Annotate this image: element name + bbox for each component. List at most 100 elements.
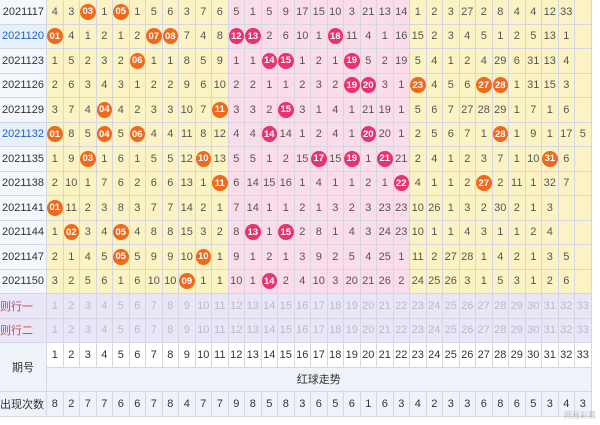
trend-cell: 19 <box>377 98 394 123</box>
appear-count-cell: 5 <box>261 392 278 417</box>
winning-ball: 09 <box>179 273 195 290</box>
trend-cell: 28 <box>492 122 509 147</box>
trend-cell: 19 <box>344 49 361 74</box>
number-header-cell: 10 <box>195 343 212 368</box>
trend-cell: 21 <box>360 0 377 25</box>
trend-cell: 9 <box>162 245 179 270</box>
trend-cell: 8 <box>212 24 229 49</box>
trend-cell: 1 <box>212 269 229 294</box>
stat-cell: 28 <box>492 318 509 343</box>
trend-cell: 9 <box>212 49 229 74</box>
appear-count-cell: 8 <box>278 392 295 417</box>
winning-ball: 03 <box>80 150 96 167</box>
trend-cell: 6 <box>509 49 526 74</box>
trend-cell <box>575 245 592 270</box>
appear-count-cell: 8 <box>162 392 179 417</box>
trend-cell: 15 <box>542 73 559 98</box>
trend-cell: 15 <box>278 220 295 245</box>
trend-cell: 11 <box>212 171 229 196</box>
trend-cell: 2 <box>129 24 146 49</box>
trend-cell: 2 <box>146 73 163 98</box>
trend-cell: 16 <box>278 171 295 196</box>
stat-cell: 10 <box>195 318 212 343</box>
trend-cell: 27 <box>443 245 460 270</box>
number-header-cell: 14 <box>261 343 278 368</box>
trend-cell: 1 <box>476 269 493 294</box>
appear-count-cell: 3 <box>393 392 410 417</box>
stat-cell: 32 <box>558 294 575 319</box>
stat-cell: 19 <box>344 318 361 343</box>
trend-cell: 07 <box>146 24 163 49</box>
stat-cell: 19 <box>344 294 361 319</box>
winning-ball: 05 <box>113 3 129 20</box>
trend-cell: 5 <box>410 49 427 74</box>
winning-ball: 23 <box>410 77 426 94</box>
stat-cell: 5 <box>113 294 130 319</box>
trend-cell: 3 <box>327 269 344 294</box>
trend-cell: 1 <box>294 122 311 147</box>
trend-cell: 1 <box>245 49 262 74</box>
trend-cell: 7 <box>492 147 509 172</box>
trend-cell: 9 <box>179 73 196 98</box>
trend-cell: 4 <box>410 171 427 196</box>
stat-cell: 12 <box>228 318 245 343</box>
trend-cell: 10 <box>195 245 212 270</box>
trend-cell: 14 <box>179 196 196 221</box>
number-header-cell: 17 <box>311 343 328 368</box>
trend-cell: 4 <box>558 49 575 74</box>
trend-cell: 3 <box>63 0 80 25</box>
trend-cell: 2 <box>261 245 278 270</box>
trend-cell: 17 <box>294 0 311 25</box>
winning-ball: 12 <box>228 28 244 45</box>
winning-ball: 28 <box>492 77 508 94</box>
trend-cell: 3 <box>96 49 113 74</box>
trend-cell: 1 <box>344 171 361 196</box>
trend-cell: 28 <box>492 73 509 98</box>
winning-ball: 11 <box>212 175 228 192</box>
number-header-cell: 23 <box>410 343 427 368</box>
trend-cell <box>575 0 592 25</box>
appear-count-cell: 3 <box>542 392 559 417</box>
trend-cell: 7 <box>459 122 476 147</box>
stat-cell: 30 <box>525 294 542 319</box>
trend-cell: 13 <box>245 24 262 49</box>
winning-ball: 20 <box>360 77 376 94</box>
trend-cell: 1 <box>129 73 146 98</box>
trend-cell: 9 <box>146 245 163 270</box>
winning-ball: 15 <box>278 52 294 69</box>
trend-cell <box>575 171 592 196</box>
trend-cell: 3 <box>344 0 361 25</box>
trend-cell: 2 <box>80 196 97 221</box>
trend-cell: 6 <box>129 269 146 294</box>
stat-cell: 21 <box>377 294 394 319</box>
trend-cell: 1 <box>261 220 278 245</box>
trend-cell: 21 <box>377 147 394 172</box>
trend-cell: 3 <box>459 196 476 221</box>
trend-cell: 15 <box>179 220 196 245</box>
trend-cell: 1 <box>195 171 212 196</box>
trend-cell: 4 <box>195 24 212 49</box>
trend-cell: 02 <box>63 220 80 245</box>
trend-cell: 2 <box>360 171 377 196</box>
trend-cell: 1 <box>443 196 460 221</box>
trend-cell: 1 <box>492 220 509 245</box>
trend-cell: 1 <box>426 220 443 245</box>
trend-cell: 06 <box>129 49 146 74</box>
stat-cell: 21 <box>377 318 394 343</box>
number-header-cell: 22 <box>393 343 410 368</box>
trend-cell: 14 <box>393 0 410 25</box>
trend-cell: 5 <box>492 269 509 294</box>
trend-cell: 2 <box>426 245 443 270</box>
stat-cell: 32 <box>558 318 575 343</box>
trend-cell: 18 <box>327 24 344 49</box>
trend-cell: 14 <box>261 269 278 294</box>
trend-cell: 01 <box>47 122 64 147</box>
trend-cell: 6 <box>162 171 179 196</box>
stat-cell: 26 <box>459 294 476 319</box>
stat-cell: 11 <box>212 318 229 343</box>
trend-cell: 10 <box>146 269 163 294</box>
appear-count-cell: 8 <box>245 392 262 417</box>
trend-cell: 11 <box>410 245 427 270</box>
trend-cell: 13 <box>212 147 229 172</box>
trend-cell: 6 <box>278 24 295 49</box>
